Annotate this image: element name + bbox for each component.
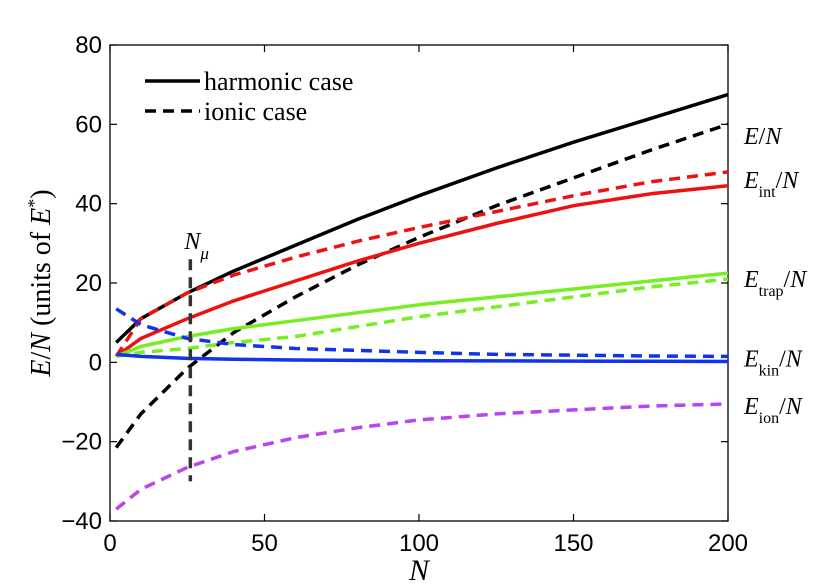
x-tick-label: 0 [103,530,116,557]
y-tick-label: −20 [61,429,102,456]
y-tick-label: 60 [75,111,102,138]
y-tick-label: −40 [61,508,102,535]
y-tick-label: 20 [75,270,102,297]
legend: harmonic case ionic case [118,60,418,130]
curve-label: Ekin/N [743,346,804,379]
x-tick-label: 150 [553,530,593,557]
legend-label-ionic: ionic case [204,97,307,126]
curve-label: Eion/N [743,394,804,427]
y-tick-label: 0 [89,349,102,376]
y-tick-label: 80 [75,32,102,59]
legend-label-harmonic: harmonic case [204,67,353,96]
y-axis-label: E/N (units of E*) [24,189,57,377]
annotations: Nμ E/N Eint/N Etrap/N Ekin/N Eion/N [183,124,808,482]
legend-background [118,60,418,130]
curve-label: E/N [743,124,783,150]
n-mu-label: Nμ [183,229,209,263]
curve-label: Eint/N [743,168,800,201]
series-line-en-ionic [114,122,729,449]
series-line-eionn-ionic [115,402,729,511]
series-line-ekinn-ionic [115,307,729,359]
series-line-etrapn-harmonic [115,271,729,359]
x-axis-label: N [408,554,431,585]
y-tick-label: 40 [75,191,102,218]
series-line-etrapn-ionic [115,277,729,359]
series-layer [114,92,729,511]
x-tick-label: 50 [251,530,278,557]
series-line-ekinn-harmonic [116,352,729,364]
x-tick-label: 100 [399,530,439,557]
x-tick-label: 200 [708,530,748,557]
curve-label: Etrap/N [743,267,808,300]
series-line-eintn-ionic [114,170,729,358]
series-line-eintn-harmonic [115,184,729,358]
axes: 0 50 100 150 200 −40 −20 0 20 40 60 80 N E/N (units o… [24,32,748,585]
